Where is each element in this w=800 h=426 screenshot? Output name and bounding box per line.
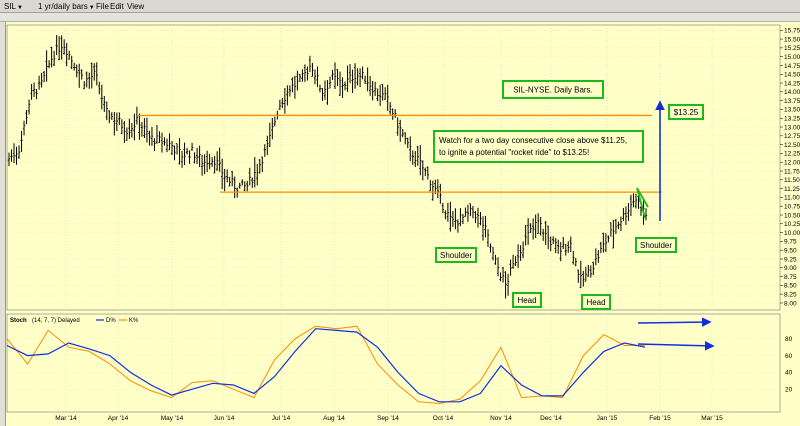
y-tick-label: 13.75	[784, 98, 800, 105]
price-chart: Stoch (14, 7, 7) Delayed D% K% Mar '14 Apr '…	[0, 22, 800, 426]
stoch-k-line	[7, 326, 645, 403]
shoulder-left-label: Shoulder	[440, 251, 472, 260]
y-tick-label: 14.00	[784, 89, 800, 96]
stoch-panel-frame	[7, 314, 780, 412]
x-tick-label: Mar '15	[701, 415, 723, 422]
stoch-y-tick-label: 80	[785, 336, 793, 343]
y-tick-label: 8.00	[784, 300, 797, 307]
stoch-title: Stoch	[10, 318, 27, 324]
y-tick-label: 12.25	[784, 151, 800, 158]
y-tick-label: 9.50	[784, 247, 797, 254]
x-tick-label: Dec '14	[540, 415, 562, 422]
stoch-y-tick-label: 40	[785, 370, 793, 377]
y-tick-label: 15.75	[784, 28, 800, 35]
y-tick-label: 8.25	[784, 291, 797, 298]
shoulder-right-label: Shoulder	[640, 241, 672, 250]
stoch-y-tick-label: 60	[785, 353, 793, 360]
x-tick-label: Apr '14	[108, 415, 129, 422]
y-tick-label: 8.50	[784, 283, 797, 290]
stoch-arrow-lower	[638, 344, 713, 346]
y-tick-label: 15.50	[784, 36, 800, 43]
y-tick-label: 11.00	[784, 195, 800, 202]
menu-view[interactable]: View	[127, 1, 144, 12]
y-tick-label: 13.00	[784, 124, 800, 131]
note-line-1: Watch for a two day consecutive close ab…	[439, 136, 627, 145]
stoch-params: (14, 7, 7) Delayed	[32, 318, 80, 324]
head-1-label: Head	[517, 296, 536, 305]
x-tick-label: Sep '14	[377, 415, 399, 422]
x-tick-label: May '14	[161, 415, 184, 422]
y-tick-label: 14.25	[784, 80, 800, 87]
y-tick-label: 11.75	[784, 168, 800, 175]
menu-file[interactable]: File	[96, 1, 109, 12]
stoch-legend-d: D%	[106, 318, 116, 324]
x-tick-label: Feb '15	[649, 415, 671, 422]
stochastic-panel: Stoch (14, 7, 7) Delayed D% K%	[7, 318, 645, 404]
y-tick-label: 11.25	[784, 186, 800, 193]
x-tick-label: Aug '14	[323, 415, 345, 422]
stoch-y-tick-label: 20	[785, 387, 793, 394]
drawing-tools-bar	[0, 13, 800, 22]
y-tick-label: 12.50	[784, 142, 800, 149]
x-tick-label: Oct '14	[433, 415, 454, 422]
y-tick-label: 13.25	[784, 116, 800, 123]
y-tick-label: 9.00	[784, 265, 797, 272]
y-tick-label: 10.25	[784, 221, 800, 228]
y-tick-label: 14.75	[784, 63, 800, 70]
menu-edit[interactable]: Edit	[110, 1, 124, 12]
head-2-label: Head	[586, 298, 605, 307]
y-tick-label: 15.25	[784, 45, 800, 52]
chart-grid	[7, 25, 780, 412]
stoch-arrow-upper	[638, 322, 710, 323]
x-tick-label: Jun '14	[214, 415, 235, 422]
chart-title: SIL-NYSE. Daily Bars.	[513, 85, 593, 94]
y-tick-label: 13.50	[784, 107, 800, 114]
y-tick-label: 9.75	[784, 239, 797, 246]
y-tick-label: 10.75	[784, 204, 800, 211]
target-label: $13.25	[674, 108, 699, 117]
y-tick-label: 15.00	[784, 54, 800, 61]
x-tick-label: Mar '14	[55, 415, 77, 422]
y-tick-label: 12.00	[784, 160, 800, 167]
price-panel-frame	[7, 25, 780, 310]
y-tick-label: 10.00	[784, 230, 800, 237]
chart-toolbar: SIL▼ 1 yr/daily bars▼ File Edit View	[0, 0, 800, 13]
stoch-d-line	[7, 329, 645, 402]
y-tick-label: 12.75	[784, 133, 800, 140]
axes: Mar '14 Apr '14 May '14 Jun '14 Jul '14 Aug '…	[55, 28, 800, 422]
y-tick-label: 11.50	[784, 177, 800, 184]
x-tick-label: Nov '14	[490, 415, 512, 422]
y-tick-label: 14.50	[784, 72, 800, 79]
y-tick-label: 8.75	[784, 274, 797, 281]
x-tick-label: Jul '14	[272, 415, 291, 422]
x-tick-label: Jan '15	[597, 415, 618, 422]
y-tick-label: 10.50	[784, 212, 800, 219]
note-line-2: to ignite a potential "rocket ride" to $…	[439, 148, 589, 157]
y-tick-label: 9.25	[784, 256, 797, 263]
stoch-legend-k: K%	[129, 318, 139, 324]
